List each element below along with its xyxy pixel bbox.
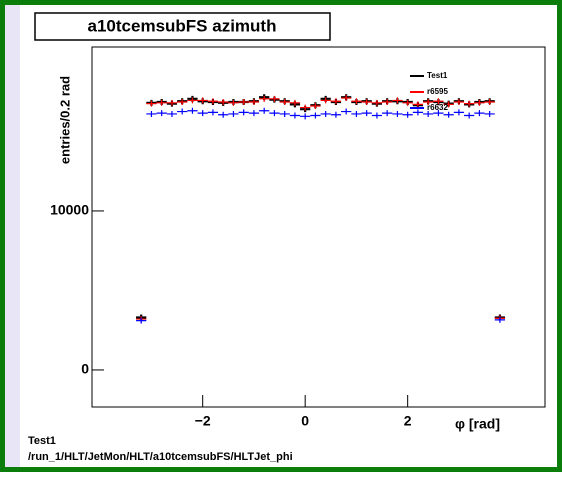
data-point [300, 104, 311, 111]
data-point [361, 110, 372, 117]
canvas [20, 5, 557, 467]
data-point [330, 111, 342, 118]
legend-label: Test1 [427, 71, 448, 80]
x-tick-label: −2 [195, 413, 211, 429]
x-tick-label: 0 [301, 413, 309, 429]
data-point [279, 99, 290, 106]
y-tick-label: 10000 [50, 202, 89, 218]
data-point [259, 95, 270, 102]
data-point [443, 101, 454, 108]
data-point [177, 99, 188, 106]
chart-title: a10tcemsubFS azimuth [88, 16, 277, 35]
data-point [310, 102, 321, 109]
data-point [392, 110, 403, 117]
data-point [228, 110, 239, 117]
data-point [484, 99, 495, 106]
data-point [351, 98, 362, 105]
data-point [238, 99, 249, 106]
data-point [433, 110, 444, 117]
data-point [382, 110, 393, 117]
data-point [136, 317, 147, 324]
data-point [474, 110, 485, 117]
data-point [382, 99, 393, 106]
footer-text: /run_1/HLT/JetMon/HLT/a10tcemsubFS/HLTJe… [28, 451, 293, 463]
data-point [228, 99, 239, 106]
data-point [269, 110, 280, 117]
x-tick-label: 2 [404, 413, 412, 429]
data-point [279, 110, 290, 117]
data-point [351, 110, 362, 117]
data-point [423, 99, 434, 106]
data-point [330, 98, 342, 105]
data-point [156, 110, 167, 117]
data-point [289, 99, 301, 106]
data-point [156, 99, 167, 106]
data-point [371, 112, 383, 119]
data-point [300, 113, 311, 120]
data-point [453, 109, 465, 116]
data-point [146, 110, 157, 117]
data-point [310, 112, 321, 119]
data-point [207, 98, 219, 105]
data-point [248, 99, 260, 106]
data-point [269, 95, 280, 102]
data-point [197, 97, 208, 104]
data-point [402, 111, 413, 118]
data-point [341, 95, 352, 102]
data-point [412, 101, 424, 108]
data-point [464, 100, 475, 107]
data-point [341, 108, 352, 115]
x-axis-title: φ [rad] [455, 416, 500, 432]
plot-frame [91, 46, 546, 408]
y-axis-title: entries/0.2 rad [57, 76, 72, 164]
legend-label: r6595 [427, 87, 448, 96]
data-point [412, 109, 424, 116]
data-point [464, 112, 475, 119]
data-point [197, 110, 208, 117]
data-point [494, 316, 506, 323]
data-point [166, 99, 178, 106]
data-point [218, 99, 229, 106]
data-point [320, 97, 331, 104]
data-point [218, 111, 229, 118]
data-point [484, 110, 495, 117]
data-point [177, 108, 188, 115]
data-point [392, 97, 403, 104]
data-point [320, 110, 331, 117]
data-point [474, 99, 485, 106]
footer-text: Test1 [28, 435, 56, 447]
data-point [187, 97, 198, 104]
data-point [361, 99, 372, 106]
data-point [187, 107, 198, 114]
data-point [433, 98, 444, 105]
data-point [289, 112, 301, 119]
data-point [402, 99, 413, 106]
title-box [34, 12, 331, 41]
data-point [453, 99, 465, 106]
data-point [166, 110, 178, 117]
data-point [371, 99, 383, 106]
data-point [259, 107, 270, 114]
data-point [248, 110, 260, 117]
data-point [207, 109, 219, 116]
data-point [238, 109, 249, 116]
data-point [146, 100, 157, 107]
legend-label: r6632 [427, 103, 448, 112]
y-tick-label: 0 [81, 361, 89, 377]
data-point [423, 110, 434, 117]
data-point [443, 111, 454, 118]
